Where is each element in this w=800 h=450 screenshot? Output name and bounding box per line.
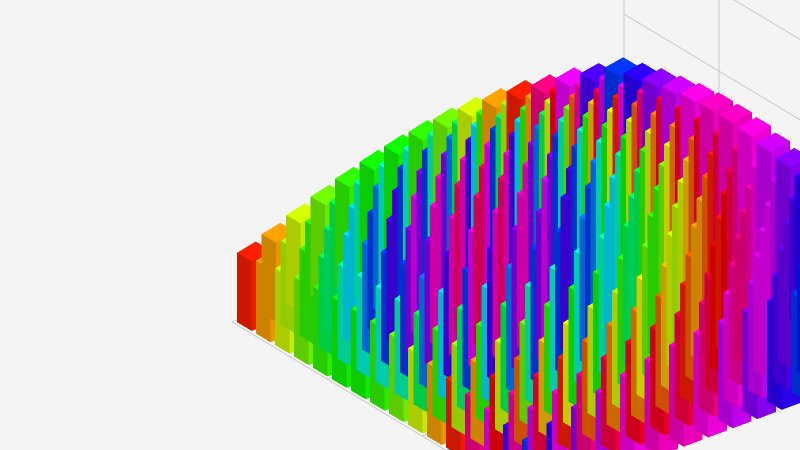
bar-side-face [797, 265, 800, 374]
grid-line [733, 0, 800, 40]
bar-top-face [680, 82, 714, 103]
bar-top-face [642, 68, 676, 88]
bar-top-face [506, 80, 540, 100]
bar-top-face [718, 103, 752, 124]
bar-top-face [756, 132, 790, 152]
bar-top-face [604, 57, 638, 77]
bar-top-face [794, 172, 800, 179]
bar-side-face [237, 252, 252, 331]
bar-side-face [261, 234, 277, 322]
bar-top-face [661, 75, 695, 95]
grid-line [231, 321, 447, 450]
bar-top-face [555, 67, 589, 87]
bar-top-face [775, 147, 800, 168]
grid-line [623, 13, 800, 121]
bar-top-face [797, 264, 800, 268]
bar-top-face [623, 62, 657, 82]
bar-collection [237, 57, 800, 450]
bar-top-face [737, 117, 771, 137]
bar-top-face [699, 92, 733, 112]
